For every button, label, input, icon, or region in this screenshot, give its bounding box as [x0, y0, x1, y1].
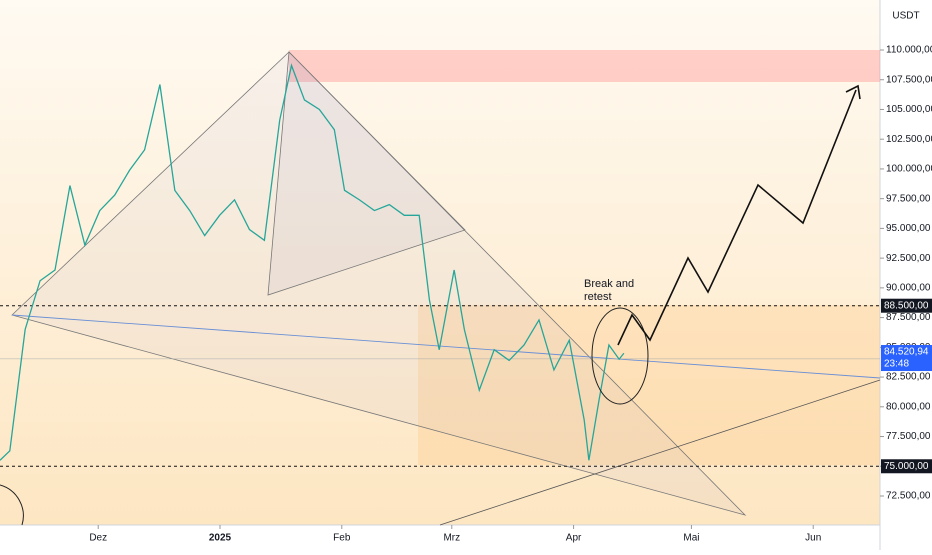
countdown: 23:48 — [884, 359, 909, 370]
y-tick-label: 87.500,00 — [886, 312, 931, 323]
x-tick-label: Feb — [333, 533, 351, 544]
y-tick-label: 97.500,00 — [886, 193, 931, 204]
current-badge — [881, 345, 932, 372]
x-tick-label: Mai — [683, 533, 699, 544]
plot-bg — [0, 0, 880, 525]
time-axis-bg — [0, 525, 880, 550]
y-tick-label: 80.000,00 — [886, 401, 931, 412]
range-box — [418, 305, 880, 465]
y-tick-label: 92.500,00 — [886, 253, 931, 264]
price-axis-bg — [880, 0, 932, 550]
level-label: 75.000,00 — [884, 461, 929, 472]
y-tick-label: 100.000,00 — [886, 164, 932, 175]
x-tick-label: Dez — [89, 533, 107, 544]
y-tick-label: 77.500,00 — [886, 431, 931, 442]
y-tick-label: 82.500,00 — [886, 372, 931, 383]
y-tick-label: 105.000,00 — [886, 104, 932, 115]
target-zone — [289, 50, 880, 82]
y-tick-label: 95.000,00 — [886, 223, 931, 234]
current-label: 84.520,94 — [884, 347, 929, 358]
y-tick-label: 72.500,00 — [886, 491, 931, 502]
x-tick-label: Jun — [805, 533, 821, 544]
inner-triangle — [267, 51, 466, 296]
trendline — [439, 379, 881, 526]
level-badge — [881, 459, 932, 474]
y-tick-label: 110.000,00 — [886, 45, 932, 56]
y-tick-label: 107.500,00 — [886, 74, 932, 85]
currency: USDT — [892, 11, 919, 22]
x-tick-label: 2025 — [209, 533, 232, 544]
annotation: Break and retest — [584, 278, 634, 303]
price-line — [0, 63, 625, 461]
level-badge — [881, 298, 932, 313]
circle — [0, 484, 24, 526]
projection — [617, 89, 857, 346]
circle — [591, 307, 649, 405]
x-tick-label: Apr — [566, 533, 582, 544]
y-tick-label: 102.500,00 — [886, 134, 932, 145]
trendline — [11, 314, 881, 379]
wedge — [11, 51, 747, 516]
x-tick-label: Mrz — [443, 533, 460, 544]
level-label: 88.500,00 — [884, 300, 929, 311]
y-tick-label: 90.000,00 — [886, 283, 931, 294]
arrow-head — [845, 84, 861, 100]
